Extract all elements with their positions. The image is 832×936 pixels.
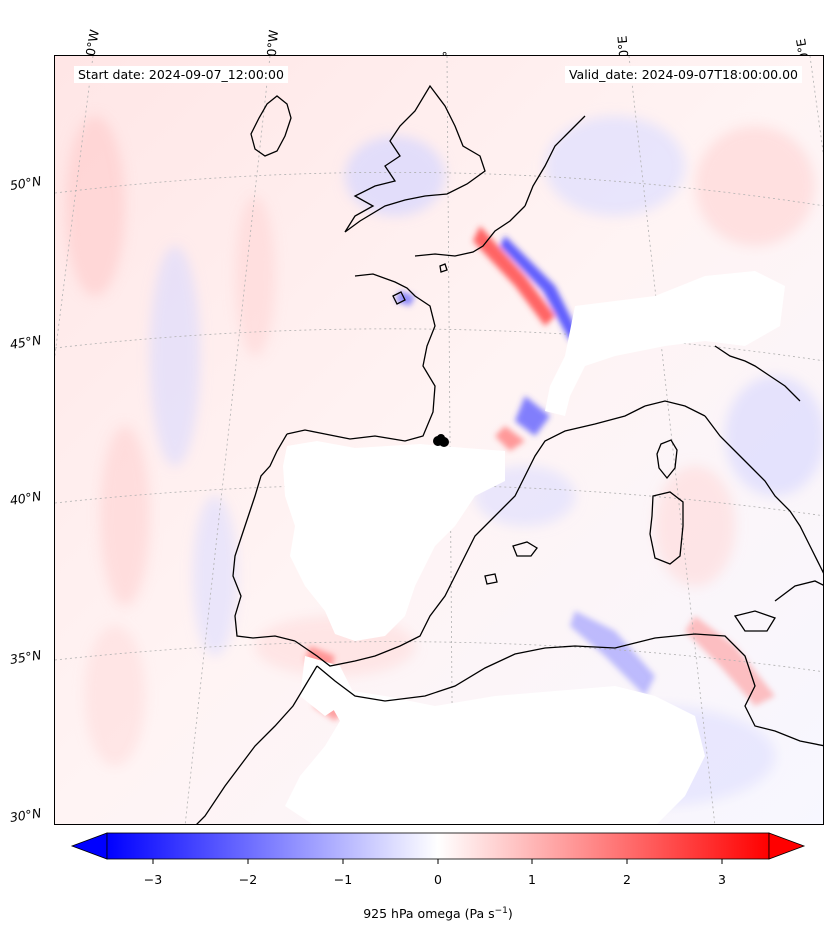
station-marker (433, 434, 449, 447)
omega-map-panel (54, 55, 824, 825)
lat-tick-30n: 30°N (8, 805, 43, 825)
colorbar-tick-3: 3 (718, 872, 726, 887)
colorbar-tick-minus3: −3 (143, 872, 163, 887)
colorbar-over-arrow (768, 832, 806, 860)
colorbar-label: 925 hPa omega (Pa s−1) (363, 906, 513, 922)
colorbar-tick-minus1: −1 (333, 872, 353, 887)
colorbar (70, 832, 806, 864)
colorbar-tick-minus2: −2 (238, 872, 258, 887)
lat-tick-40n: 40°N (8, 488, 43, 508)
colorbar-gradient (106, 832, 770, 860)
omega-strong-features (305, 226, 775, 721)
terrain-mask (283, 271, 785, 824)
valid-date-label: Valid_date: 2024-09-07T18:00:00.00 (564, 66, 802, 83)
colorbar-under-arrow (70, 832, 108, 860)
colorbar-tick-0: 0 (434, 872, 442, 887)
coastlines (196, 84, 823, 824)
lat-tick-45n: 45°N (8, 332, 43, 352)
lat-tick-35n: 35°N (8, 647, 43, 667)
colorbar-tick-2: 2 (623, 872, 631, 887)
lat-tick-50n: 50°N (8, 173, 43, 193)
omega-field-svg (55, 56, 823, 824)
colorbar-ticks (152, 859, 723, 864)
colorbar-tick-1: 1 (528, 872, 536, 887)
start-date-label: Start date: 2024-09-07_12:00:00 (74, 66, 288, 83)
